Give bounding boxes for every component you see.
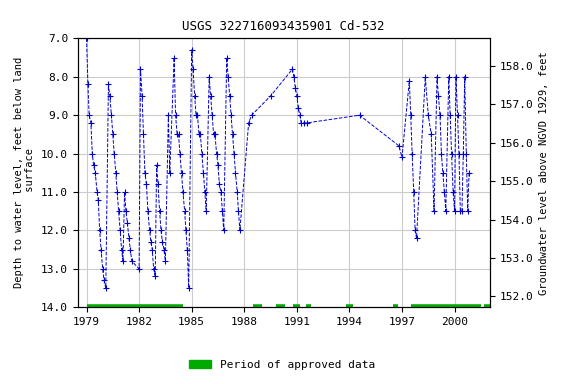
Y-axis label: Groundwater level above NGVD 1929, feet: Groundwater level above NGVD 1929, feet <box>539 51 548 295</box>
Title: USGS 322716093435901 Cd-532: USGS 322716093435901 Cd-532 <box>183 20 385 33</box>
Legend: Period of approved data: Period of approved data <box>185 356 380 375</box>
Y-axis label: Depth to water level, feet below land
 surface: Depth to water level, feet below land su… <box>14 57 36 288</box>
